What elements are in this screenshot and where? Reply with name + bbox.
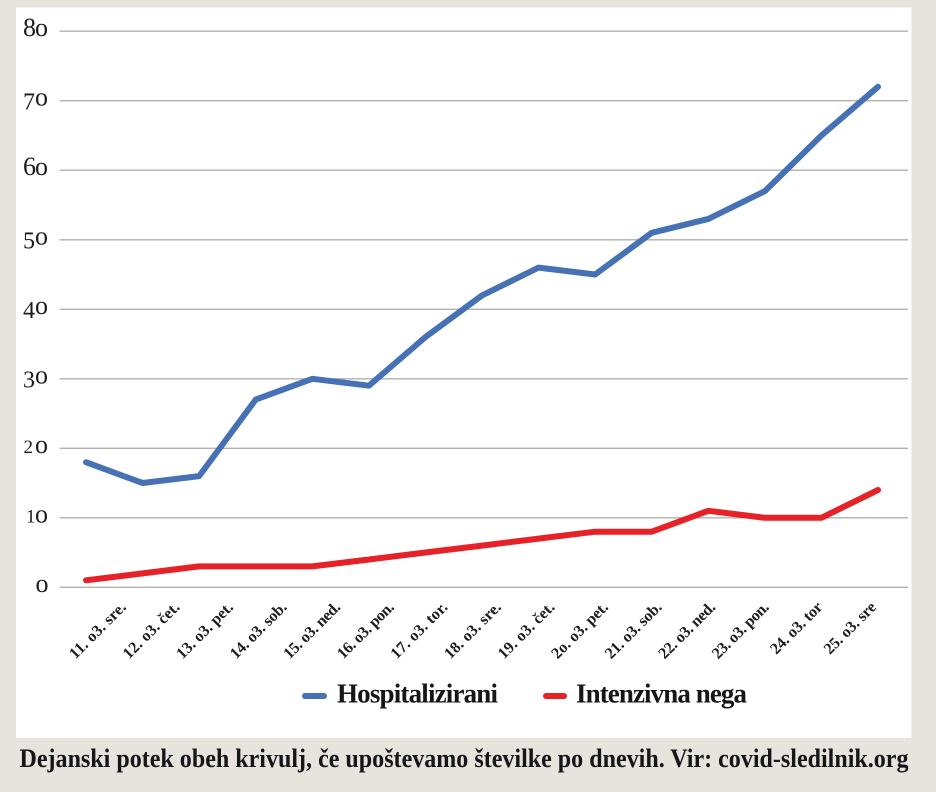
svg-text:3: 3 bbox=[23, 368, 35, 394]
svg-text:o: o bbox=[35, 500, 48, 529]
svg-text:o: o bbox=[35, 291, 48, 320]
svg-text:8: 8 bbox=[23, 13, 36, 42]
svg-text:Dejanski potek obeh krivulj, č: Dejanski potek obeh krivulj, če upošteva… bbox=[20, 744, 909, 773]
svg-text:o: o bbox=[35, 361, 48, 390]
svg-text:5: 5 bbox=[23, 229, 35, 255]
svg-text:1: 1 bbox=[26, 507, 36, 528]
svg-text:o: o bbox=[35, 430, 48, 459]
svg-text:o: o bbox=[35, 152, 48, 181]
svg-text:2: 2 bbox=[24, 437, 34, 458]
svg-text:Intenzivna nega: Intenzivna nega bbox=[576, 678, 748, 708]
svg-text:o: o bbox=[35, 13, 48, 42]
svg-text:o: o bbox=[35, 222, 48, 251]
svg-text:Hospitalizirani: Hospitalizirani bbox=[337, 678, 498, 708]
svg-text:7: 7 bbox=[23, 90, 35, 116]
svg-text:o: o bbox=[35, 83, 48, 112]
svg-text:4: 4 bbox=[23, 298, 35, 324]
svg-text:o: o bbox=[36, 569, 49, 598]
svg-text:6: 6 bbox=[23, 152, 36, 181]
